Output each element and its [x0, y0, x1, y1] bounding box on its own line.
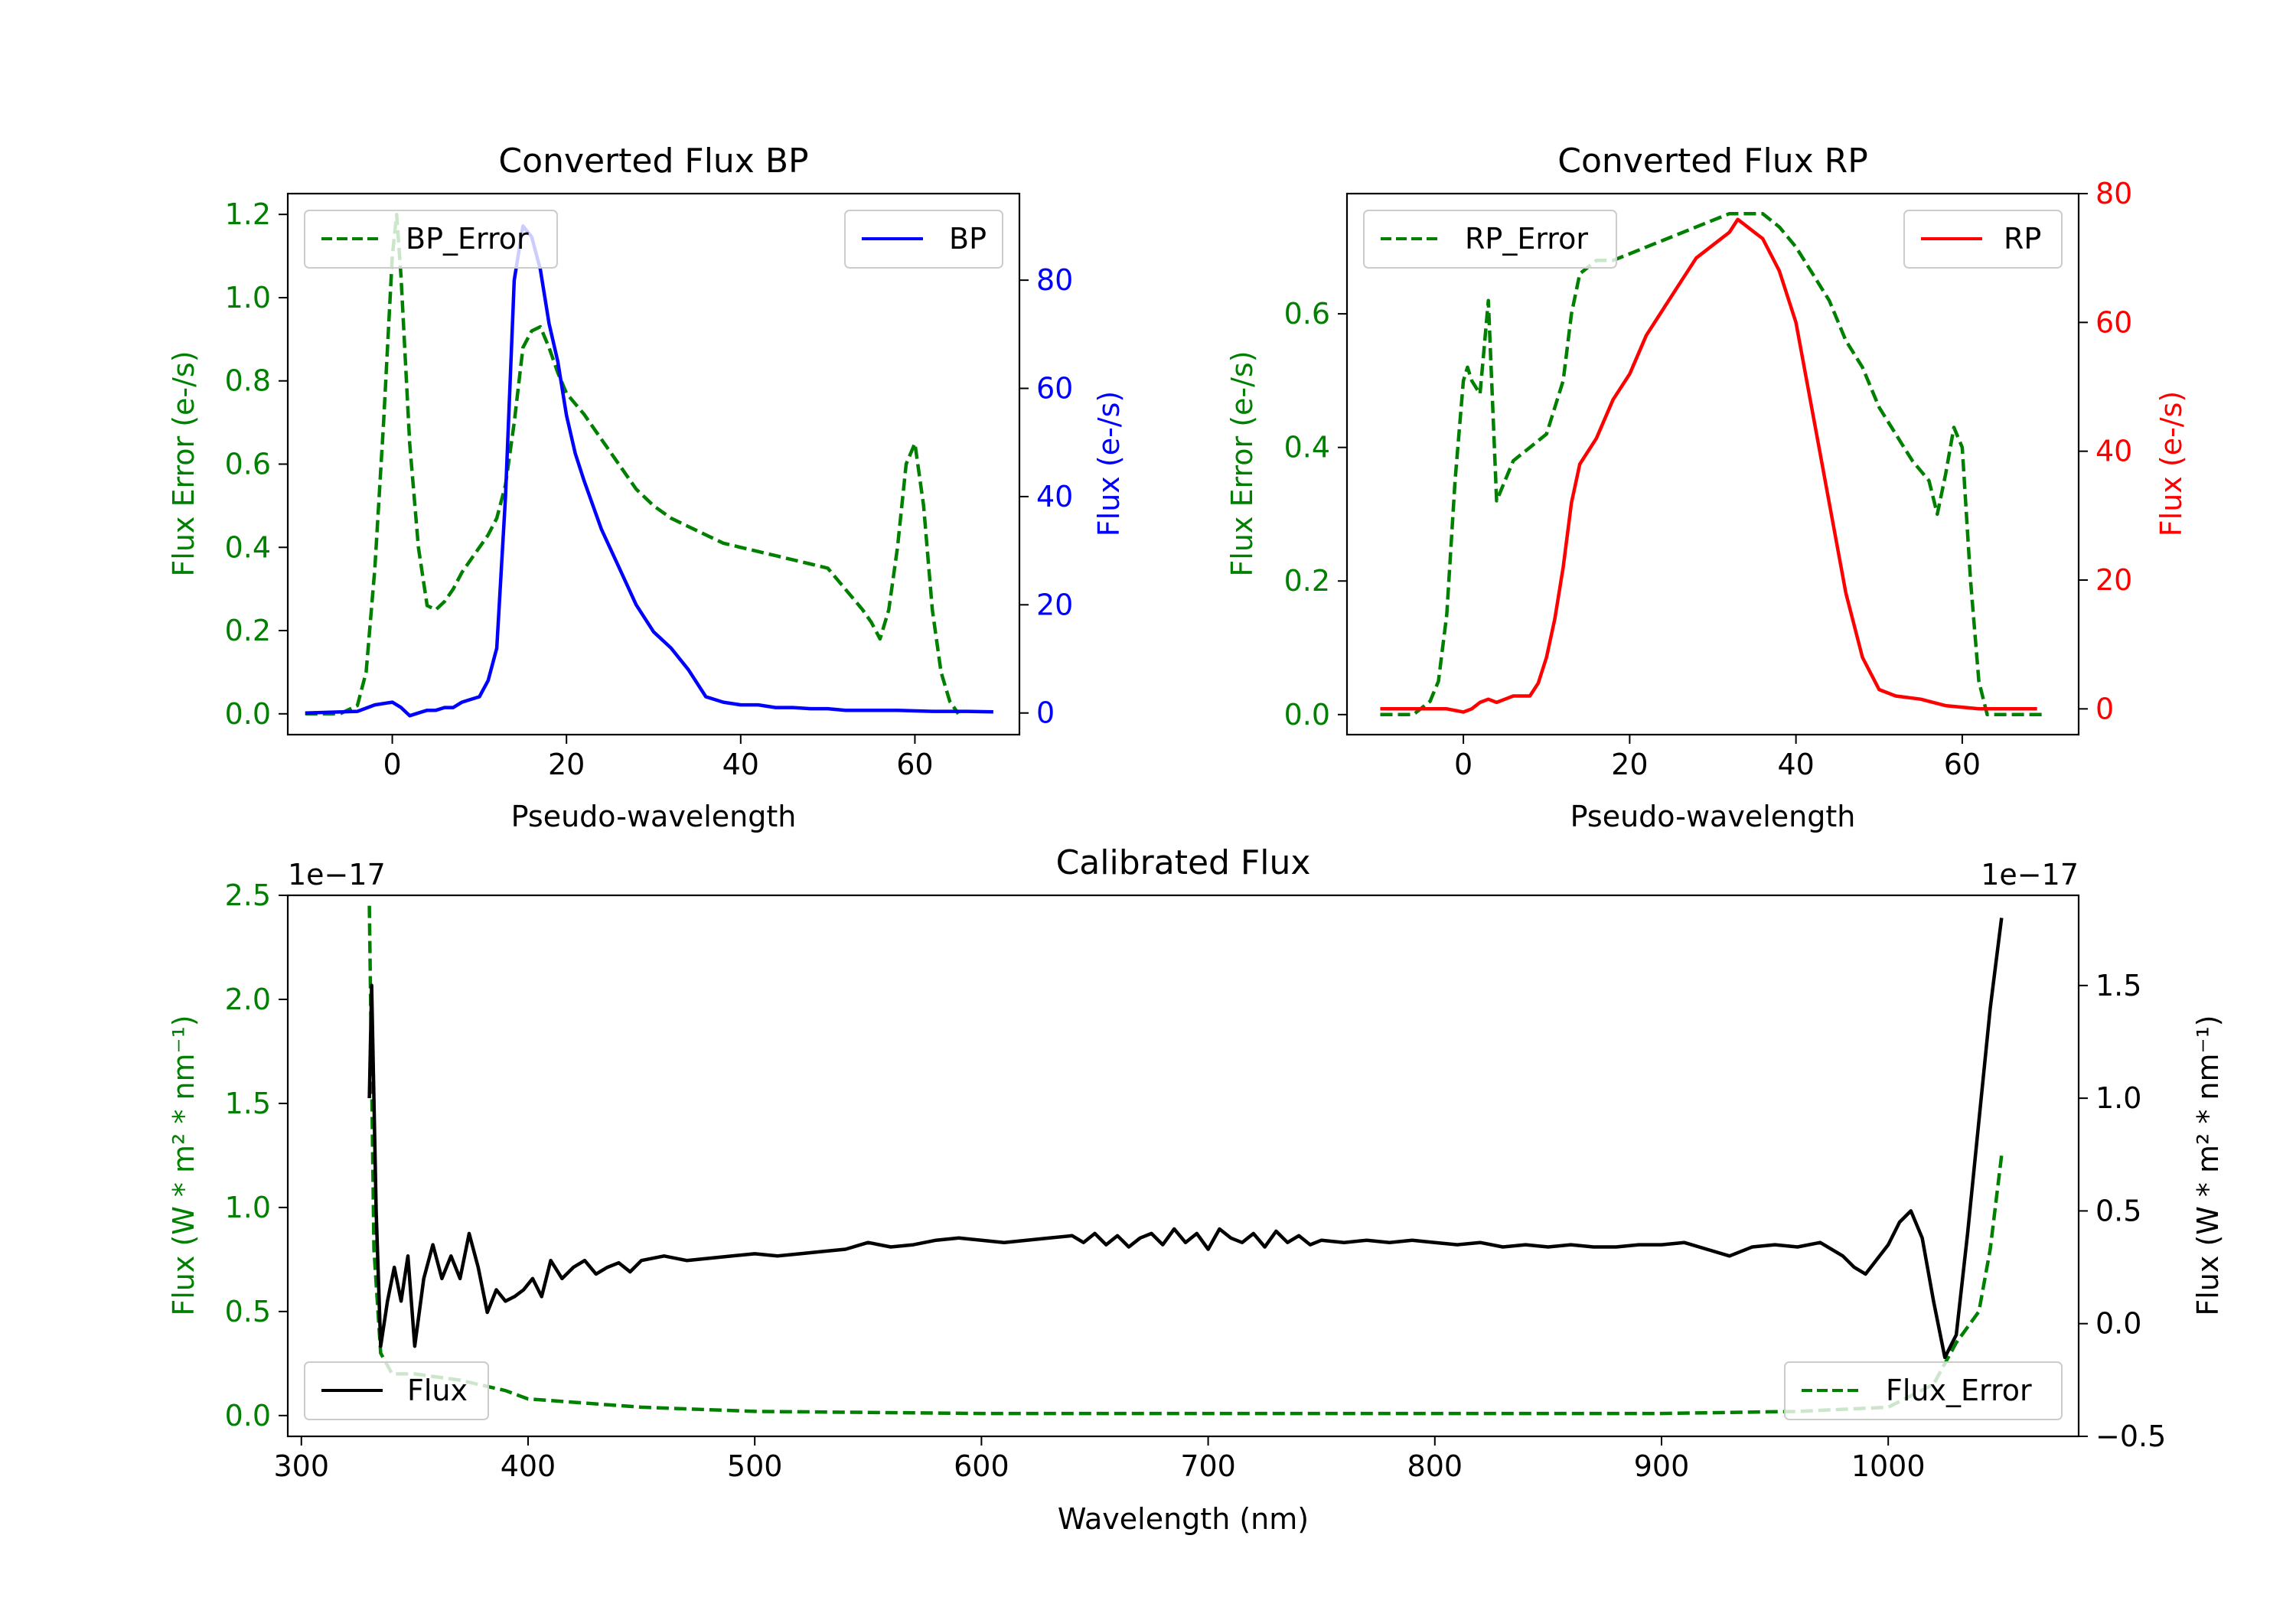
cal-flux-line	[367, 918, 2004, 1360]
calibrated-right-offset: 1e−17	[1981, 858, 2079, 892]
rp-plot-area	[1380, 211, 2046, 717]
rp-error-legend-label: RP_Error	[1465, 222, 1588, 256]
cal-y-left-tick-label: 2.5	[225, 878, 271, 912]
cal-x-tick-label: 300	[274, 1449, 330, 1483]
cal-x-tick-label: 800	[1407, 1449, 1463, 1483]
rp-x-tick-label: 20	[1611, 748, 1648, 781]
cal-x-tick-label: 700	[1180, 1449, 1236, 1483]
cal-x-tick-label: 900	[1634, 1449, 1690, 1483]
cal-y-left-tick-label: 0.5	[225, 1295, 271, 1328]
bp-y-right-tick-label: 40	[1036, 480, 1073, 513]
rp-axis-ticks: 0 20 40 60 0.0 0.2 0.4 0.6 0 20 40 60 80	[1284, 177, 2133, 781]
bp-bp-line	[305, 224, 993, 718]
cal-x-tick-label: 1000	[1851, 1449, 1926, 1483]
cal-y-right-tick-label: −0.5	[2095, 1420, 2166, 1453]
cal-y-left-tick-label: 2.0	[225, 983, 271, 1016]
bp-x-tick-label: 20	[548, 748, 585, 781]
calibrated-y-left-label: Flux (W * m² * nm⁻¹)	[167, 1015, 201, 1315]
bp-legend: BP	[844, 210, 1003, 269]
bp-x-tick-label: 0	[383, 748, 401, 781]
bp-x-tick-label: 60	[896, 748, 933, 781]
rp-x-tick-label: 0	[1454, 748, 1473, 781]
bp-x-tick-label: 40	[722, 748, 759, 781]
rp-legend: RP	[1903, 210, 2063, 269]
cal-y-right-tick-label: 1.5	[2095, 969, 2141, 1002]
bp-y-left-label: Flux Error (e-/s)	[167, 350, 201, 576]
rp-y-right-tick-label: 60	[2095, 305, 2132, 339]
rp-rp-error-line	[1380, 211, 2046, 717]
rp-y-left-tick-label: 0.6	[1284, 297, 1330, 331]
rp-y-right-label: Flux (e-/s)	[2154, 391, 2188, 536]
bp-y-right-label: Flux (e-/s)	[1092, 391, 1126, 536]
rp-y-left-tick-label: 0.2	[1284, 564, 1330, 598]
calibrated-panel: 300 400 500 600 700 800 900 1000 0.0 0.5 1.0 1.5 2.0…	[167, 843, 2225, 1536]
bp-y-left-tick-label: 0.0	[225, 697, 271, 731]
cal-y-left-tick-label: 0.0	[225, 1399, 271, 1433]
bp-y-right-tick-label: 60	[1036, 372, 1073, 406]
cal-x-tick-label: 600	[954, 1449, 1009, 1483]
bp-y-left-tick-label: 1.0	[225, 281, 271, 315]
calibrated-axes-frame	[286, 894, 2080, 1438]
bp-y-right-tick-label: 20	[1036, 588, 1073, 621]
bp-y-left-tick-label: 0.8	[225, 364, 271, 398]
calibrated-flux-legend-label: Flux	[407, 1374, 468, 1407]
bp-y-left-tick-label: 0.4	[225, 530, 271, 564]
rp-x-label: Pseudo-wavelength	[1570, 800, 1856, 833]
bp-axis-ticks: 0 20 40 60 0.0 0.2 0.4 0.6 0.8 1.0 1.2 0 20 40 60 80	[225, 197, 1074, 781]
bp-y-left-tick-label: 1.2	[225, 197, 271, 231]
rp-error-legend: RP_Error	[1363, 210, 1617, 269]
rp-y-right-tick-label: 40	[2095, 435, 2132, 468]
cal-x-tick-label: 400	[501, 1449, 556, 1483]
calibrated-axis-ticks: 300 400 500 600 700 800 900 1000 0.0 0.5 1.0 1.5 2.0…	[225, 878, 2167, 1483]
bp-legend-label: BP	[949, 222, 987, 256]
bp-y-left-tick-label: 0.2	[225, 614, 271, 647]
rp-panel: 0 20 40 60 0.0 0.2 0.4 0.6 0 20 40 60 80 Converted F…	[1225, 142, 2188, 833]
calibrated-flux-legend: Flux	[304, 1361, 489, 1420]
calibrated-x-label: Wavelength (nm)	[1058, 1502, 1309, 1536]
bp-plot-area	[305, 212, 993, 718]
rp-title: Converted Flux RP	[1557, 142, 1868, 181]
bp-bp-error-line	[305, 212, 960, 716]
cal-y-right-tick-label: 1.0	[2095, 1081, 2141, 1115]
calibrated-error-legend: Flux_Error	[1784, 1361, 2063, 1420]
bp-panel: 0 20 40 60 0.0 0.2 0.4 0.6 0.8 1.0 1.2 0 20 40 60 80 Co…	[167, 142, 1126, 833]
rp-legend-label: RP	[2004, 222, 2041, 256]
bp-y-right-tick-label: 0	[1036, 696, 1055, 730]
rp-x-tick-label: 40	[1777, 748, 1814, 781]
rp-rp-line	[1380, 217, 2037, 714]
rp-x-tick-label: 60	[1944, 748, 1981, 781]
calibrated-title: Calibrated Flux	[1056, 843, 1311, 882]
rp-y-left-tick-label: 0.4	[1284, 431, 1330, 464]
bp-error-legend-label: BP_Error	[406, 222, 529, 256]
rp-y-left-tick-label: 0.0	[1284, 698, 1330, 732]
rp-axes-frame	[1345, 192, 2080, 736]
cal-x-tick-label: 500	[727, 1449, 783, 1483]
cal-y-right-tick-label: 0.5	[2095, 1194, 2141, 1227]
cal-y-right-tick-label: 0.0	[2095, 1307, 2141, 1341]
rp-y-right-tick-label: 20	[2095, 563, 2132, 597]
bp-y-left-tick-label: 0.6	[225, 448, 271, 481]
bp-error-legend: BP_Error	[304, 210, 558, 269]
cal-y-left-tick-label: 1.5	[225, 1087, 271, 1120]
calibrated-error-legend-label: Flux_Error	[1886, 1374, 2032, 1407]
rp-y-right-tick-label: 0	[2095, 692, 2114, 725]
calibrated-left-offset: 1e−17	[288, 858, 386, 892]
rp-y-right-tick-label: 80	[2095, 177, 2132, 210]
bp-x-label: Pseudo-wavelength	[511, 800, 797, 833]
bp-y-right-tick-label: 80	[1036, 263, 1073, 297]
cal-y-left-tick-label: 1.0	[225, 1191, 271, 1224]
bp-title: Converted Flux BP	[498, 142, 808, 181]
rp-y-left-label: Flux Error (e-/s)	[1225, 350, 1259, 576]
calibrated-y-right-label: Flux (W * m² * nm⁻¹)	[2191, 1015, 2225, 1315]
